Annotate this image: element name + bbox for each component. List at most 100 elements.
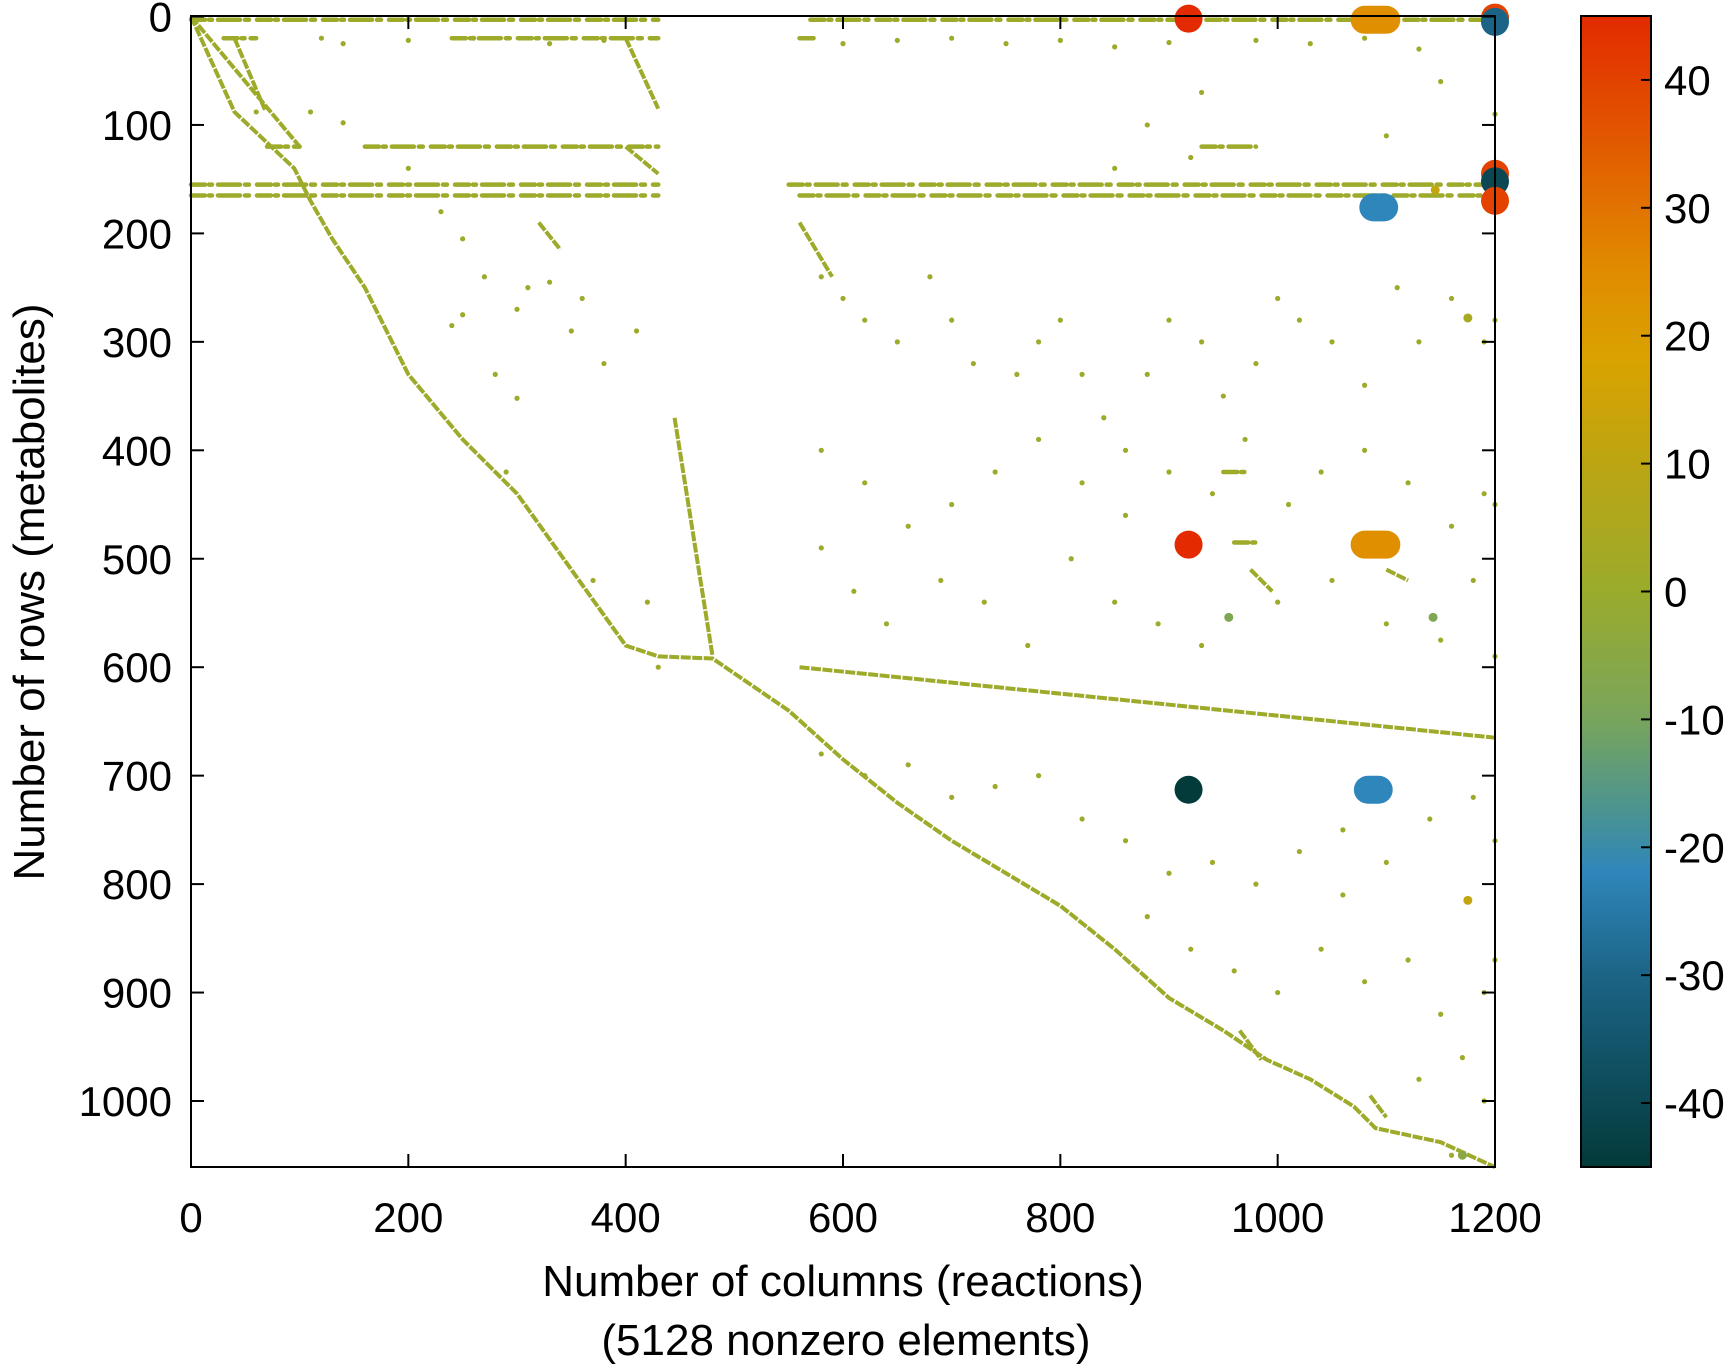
nonzero-point <box>862 773 868 779</box>
x-axis: 0 200 400 600 800 1000 1200 <box>179 16 1542 1241</box>
nonzero-point <box>547 41 553 47</box>
nonzero-point <box>840 295 846 302</box>
nonzero-point <box>894 37 900 43</box>
x-tick-label: 200 <box>373 1194 443 1241</box>
medium-value-point <box>1430 185 1440 195</box>
plot-frame <box>190 15 1496 1168</box>
y-tick-label: 800 <box>102 861 172 908</box>
medium-value-point <box>1428 612 1438 622</box>
colorbar-tick-label: 20 <box>1664 313 1711 360</box>
nonzero-point <box>1003 41 1009 47</box>
nonzero-point <box>318 35 324 41</box>
nonzero-point <box>1166 870 1172 876</box>
nonzero-point <box>1112 599 1118 605</box>
nonzero-point <box>449 322 455 329</box>
nonzero-point <box>1275 989 1281 996</box>
nonzero-point <box>862 480 868 486</box>
y-tick-label: 700 <box>102 753 172 800</box>
nonzero-point <box>840 41 846 47</box>
nonzero-point <box>1036 339 1042 345</box>
nonzero-point <box>1188 154 1194 161</box>
nonzero-point <box>1394 285 1400 291</box>
colorbar-tick-label: -10 <box>1664 696 1725 743</box>
nonzero-point <box>460 236 466 242</box>
nonzero-point <box>1122 838 1129 844</box>
nonzero-point <box>1036 773 1042 779</box>
nonzero-diagonal-run <box>537 221 563 251</box>
colorbar-tick-label: 10 <box>1664 441 1711 488</box>
nonzero-point <box>514 306 520 312</box>
y-tick-label: 100 <box>102 102 172 149</box>
nonzero-point <box>1416 339 1422 345</box>
nonzero-point <box>883 621 890 627</box>
nonzero-point <box>1362 447 1368 453</box>
x-axis-label: Number of columns (reactions) <box>542 1257 1144 1306</box>
nonzero-point <box>1448 295 1455 302</box>
nonzero-point <box>905 523 911 529</box>
nonzero-point <box>1231 968 1237 974</box>
nonzero-point <box>460 312 466 318</box>
medium-value-point <box>1463 895 1473 905</box>
nonzero-point <box>1416 1076 1422 1082</box>
nonzero-point <box>481 274 487 280</box>
nonzero-diagonal-run <box>672 417 715 657</box>
nonzero-point <box>1383 621 1389 627</box>
nonzero-point <box>1209 491 1216 497</box>
nonzero-point <box>1329 577 1335 584</box>
nonzero-point <box>1220 393 1226 399</box>
nonzero-point <box>1448 1152 1455 1158</box>
x-tick-label: 800 <box>1025 1194 1095 1241</box>
nonzero-point <box>1405 480 1411 486</box>
nonzero-point <box>1253 881 1259 887</box>
nonzero-point <box>1275 599 1281 605</box>
nonzero-point <box>340 41 346 47</box>
nonzero-point <box>1296 848 1302 855</box>
nonzero-diagonal-run <box>1368 1094 1388 1119</box>
nonzero-point <box>1285 501 1292 508</box>
y-axis: 0 100 200 300 400 500 600 700 800 900 1000 <box>79 0 1495 1125</box>
nonzero-point <box>405 37 411 43</box>
nonzero-point <box>1438 78 1444 85</box>
nonzero-point <box>992 469 998 475</box>
nonzero-point <box>1101 415 1107 421</box>
nonzero-point <box>492 371 498 377</box>
nonzero-point <box>1144 122 1150 128</box>
medium-value-point <box>1224 612 1234 622</box>
nonzero-point <box>949 35 955 41</box>
nonzero-point <box>1057 37 1063 43</box>
large-value-point <box>1174 4 1203 33</box>
y-tick-label: 300 <box>102 319 172 366</box>
nonzero-point <box>1057 317 1063 323</box>
nonzero-point <box>1340 827 1346 833</box>
nonzero-point <box>949 794 955 800</box>
nonzero-point <box>1166 39 1172 46</box>
nonzero-point <box>568 328 574 334</box>
nonzero-point <box>1481 491 1487 497</box>
y-tick-label: 200 <box>102 210 172 257</box>
nonzero-diagonal-run <box>189 15 1496 1169</box>
nonzero-point <box>1144 914 1150 920</box>
nonzero-point <box>1166 317 1172 323</box>
nonzero-point <box>1122 512 1129 518</box>
colorbar <box>1580 15 1652 1168</box>
nonzero-point <box>633 328 640 334</box>
nonzero-point <box>1079 480 1085 486</box>
nonzero-diagonal-run <box>189 15 302 148</box>
nonzero-point <box>1068 556 1074 562</box>
x-axis-label-count: (5128 nonzero elements) <box>601 1316 1090 1365</box>
nonzero-diagonal-run <box>1249 568 1274 593</box>
nonzero-point <box>938 577 944 584</box>
medium-value-point <box>1457 1150 1467 1160</box>
nonzero-point <box>1166 469 1172 475</box>
nonzero-point <box>1470 577 1476 584</box>
nonzero-point <box>818 274 824 280</box>
nonzero-point <box>1188 946 1194 952</box>
nonzero-point <box>1296 317 1302 323</box>
nonzero-point <box>1253 37 1259 43</box>
colorbar-tick-label: -30 <box>1664 952 1725 999</box>
nonzero-diagonal-run <box>623 37 661 110</box>
nonzero-point <box>862 317 868 323</box>
nonzero-point <box>894 339 900 345</box>
colorbar-tick-label: 0 <box>1664 569 1687 616</box>
